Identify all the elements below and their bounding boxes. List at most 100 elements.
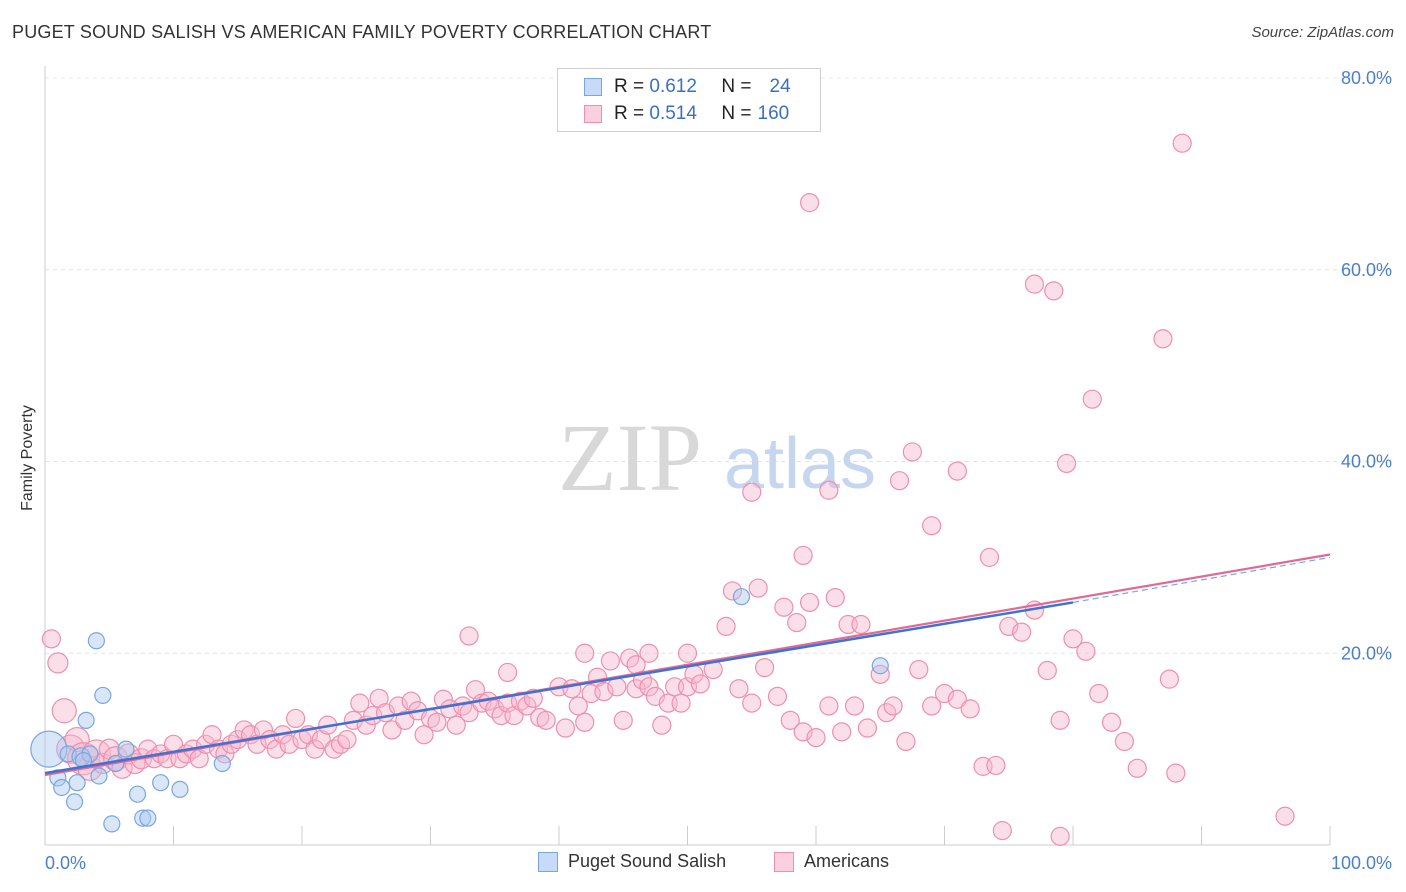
americans-point (979, 547, 1000, 567)
americans-point (787, 612, 807, 633)
americans-point (819, 696, 839, 716)
puget-sound-salish-point (65, 793, 84, 811)
americans-point (626, 655, 646, 675)
puget-sound-salish-point (81, 745, 99, 763)
americans-point (401, 691, 421, 711)
legend-swatch-blue (584, 78, 602, 96)
americans-point (986, 755, 1006, 776)
puget-sound-salish-point (871, 657, 889, 675)
americans-point (568, 696, 588, 716)
legend-n-value: 160 (757, 103, 790, 124)
bottom-legend-puget-sound-salish: Puget Sound Salish (538, 851, 726, 872)
americans-point (382, 720, 402, 740)
source-label: Source: ZipAtlas.com (1251, 24, 1394, 41)
americans-point (806, 728, 826, 748)
americans-point (1275, 806, 1295, 826)
americans-point (922, 516, 942, 536)
americans-point (285, 708, 306, 729)
americans-point (677, 643, 698, 663)
americans-point (960, 699, 980, 719)
americans-point (799, 193, 820, 213)
americans-point (202, 725, 222, 745)
watermark: ZIP atlas (558, 404, 876, 511)
americans-point (825, 588, 845, 608)
americans-point (1159, 669, 1179, 689)
puget-sound-salish-point (77, 711, 95, 729)
americans-point (253, 720, 274, 740)
puget-sound-salish-point (90, 767, 108, 785)
americans-point (992, 821, 1012, 841)
americans-point (742, 693, 762, 713)
americans-points (41, 133, 1295, 846)
puget-sound-salish-point (117, 740, 135, 758)
puget-sound-salish-point (68, 774, 86, 792)
trend-lines (44, 553, 1331, 777)
puget-sound-salish-point (30, 730, 68, 768)
americans-point (536, 710, 556, 730)
americans-point (851, 614, 871, 635)
legend-r-value: 0.514 (649, 103, 697, 124)
americans-point (1050, 710, 1070, 730)
y-tick-label: 60.0% (1341, 260, 1392, 280)
americans-point (922, 696, 942, 716)
puget-sound-salish-points (30, 588, 889, 833)
puget-sound-salish-point (134, 809, 152, 827)
americans-point (716, 616, 736, 637)
americans-point (1050, 826, 1070, 846)
legend-n-label: N = (721, 76, 752, 97)
puget-sound-salish-point (171, 780, 189, 798)
americans-point (883, 696, 903, 716)
americans-point (799, 592, 820, 613)
americans-point (690, 674, 710, 694)
y-tick-label: 20.0% (1341, 643, 1392, 663)
americans-point (1172, 133, 1192, 153)
americans-point (350, 693, 370, 713)
watermark-atlas: atlas (724, 424, 876, 504)
americans-point (64, 726, 90, 753)
americans-point (555, 718, 576, 738)
americans-point (517, 696, 537, 716)
americans-point (279, 734, 299, 754)
x-tick-label-max: 100.0% (1331, 853, 1392, 873)
americans-point (1037, 660, 1057, 681)
americans-point (671, 693, 691, 713)
americans-point (311, 729, 331, 750)
americans-point (1166, 763, 1186, 783)
americans-point (575, 712, 595, 732)
americans-point (1076, 641, 1096, 661)
puget-sound-salish-trend-line (44, 601, 1074, 775)
americans-point (652, 715, 672, 735)
americans-point (832, 722, 852, 742)
chart-title: PUGET SOUND SALISH VS AMERICAN FAMILY PO… (12, 22, 712, 42)
americans-point (607, 677, 627, 697)
americans-point (369, 688, 389, 708)
puget-sound-salish-point (139, 809, 157, 827)
americans-point (51, 698, 77, 724)
axes (44, 66, 1331, 846)
americans-point (1056, 453, 1077, 474)
puget-sound-salish-trend-extension (1072, 556, 1331, 604)
americans-point (1063, 629, 1083, 649)
americans-point (337, 729, 357, 750)
americans-point (767, 686, 788, 706)
americans-point (613, 710, 633, 730)
americans-point (870, 664, 890, 684)
watermark-zip: ZIP (558, 404, 702, 511)
americans-point (504, 705, 524, 726)
americans-point (395, 710, 415, 730)
americans-point (774, 597, 794, 617)
puget-sound-salish-point (94, 686, 112, 705)
bottom-legend-label: Puget Sound Salish (568, 851, 727, 871)
americans-point (1089, 683, 1109, 704)
puget-sound-salish-point (152, 774, 170, 792)
legend-r-label: R = (614, 76, 645, 97)
americans-point (896, 731, 916, 752)
puget-sound-salish-point (732, 588, 751, 606)
americans-point (819, 480, 839, 500)
x-tick-label-min: 0.0% (45, 853, 86, 873)
legend-r-label: R = (614, 103, 645, 124)
americans-point (780, 710, 800, 730)
y-tick-label: 40.0% (1341, 452, 1392, 472)
americans-point (266, 739, 286, 759)
americans-point (793, 545, 813, 566)
